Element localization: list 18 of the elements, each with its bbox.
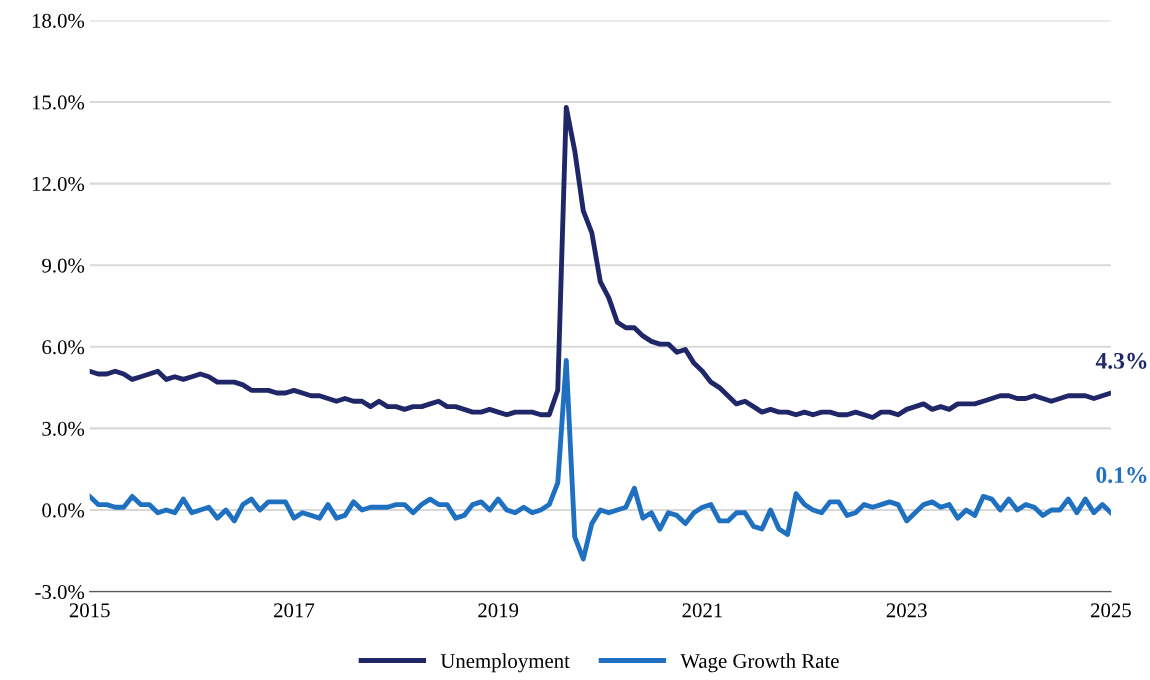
y-tick-label: -3.0% (35, 584, 85, 600)
annotation: 4.3% (1095, 352, 1147, 369)
y-tick-label: 18.0% (32, 13, 85, 28)
y-tick-label: 12.0% (32, 176, 85, 192)
annotation: 0.1% (1096, 467, 1147, 484)
y-tick-label: 0.0% (42, 503, 85, 518)
y-tick-label: 15.0% (32, 95, 85, 110)
x-tick-label: 2015 (69, 603, 110, 618)
legend-label: Wage Growth Rate (680, 653, 839, 673)
y-tick-label: 3.0% (42, 421, 85, 436)
legend-label: Unemployment (440, 653, 570, 673)
x-tick-label: 2021 (682, 603, 722, 618)
x-tick-label: 2023 (886, 603, 927, 618)
y-tick-label: 6.0% (42, 340, 85, 355)
x-tick-label: 2019 (478, 603, 519, 618)
y-tick-label: 9.0% (42, 258, 85, 273)
x-tick-label: 2017 (274, 603, 315, 618)
x-tick-label: 2025 (1090, 603, 1131, 618)
